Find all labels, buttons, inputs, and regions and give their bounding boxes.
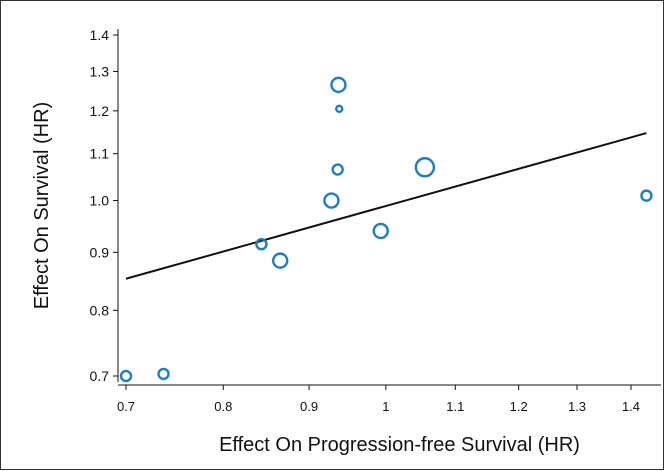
y-tick-label: 1.4 (90, 27, 110, 43)
y-tick-label: 0.8 (90, 302, 110, 318)
data-point (414, 157, 436, 178)
data-point (640, 189, 653, 202)
regression-line (125, 132, 647, 280)
data-point (271, 252, 289, 269)
x-axis-label: Effect On Progression-free Survival (HR) (219, 434, 580, 456)
y-tick-label: 1.2 (90, 103, 110, 119)
data-point (157, 367, 170, 381)
x-tick-label: 0.8 (214, 399, 232, 414)
points (119, 76, 653, 383)
data-point (255, 238, 268, 251)
x-tick-label: 1.1 (446, 399, 464, 414)
data-point (331, 163, 344, 176)
x-tick-label: 0.9 (300, 399, 318, 414)
data-point (323, 192, 340, 209)
x-tick-label: 0.7 (117, 399, 135, 414)
y-tick-label: 1.1 (90, 146, 110, 162)
ticks: 0.7 0.8 0.9 1.0 1.1 1.2 1.3 1.4 0.7 0.8 0.9 1 1.1 1.2… (90, 27, 641, 414)
x-tick-label: 1.2 (510, 399, 528, 414)
x-tick-label: 1.4 (622, 399, 640, 414)
y-axis-label: Effect On Survival (HR) (31, 102, 53, 309)
x-tick-label: 1 (382, 399, 389, 414)
data-point (119, 369, 133, 383)
data-point (372, 222, 389, 240)
y-tick-label: 1.3 (90, 63, 110, 79)
y-tick-label: 1.0 (90, 193, 110, 209)
data-point (335, 104, 344, 113)
regression-line-layer (125, 132, 647, 280)
x-tick-label: 1.3 (568, 399, 586, 414)
data-point (330, 76, 347, 94)
axes (117, 29, 661, 386)
y-tick-label: 0.7 (90, 368, 110, 384)
y-tick-label: 0.9 (90, 244, 110, 260)
